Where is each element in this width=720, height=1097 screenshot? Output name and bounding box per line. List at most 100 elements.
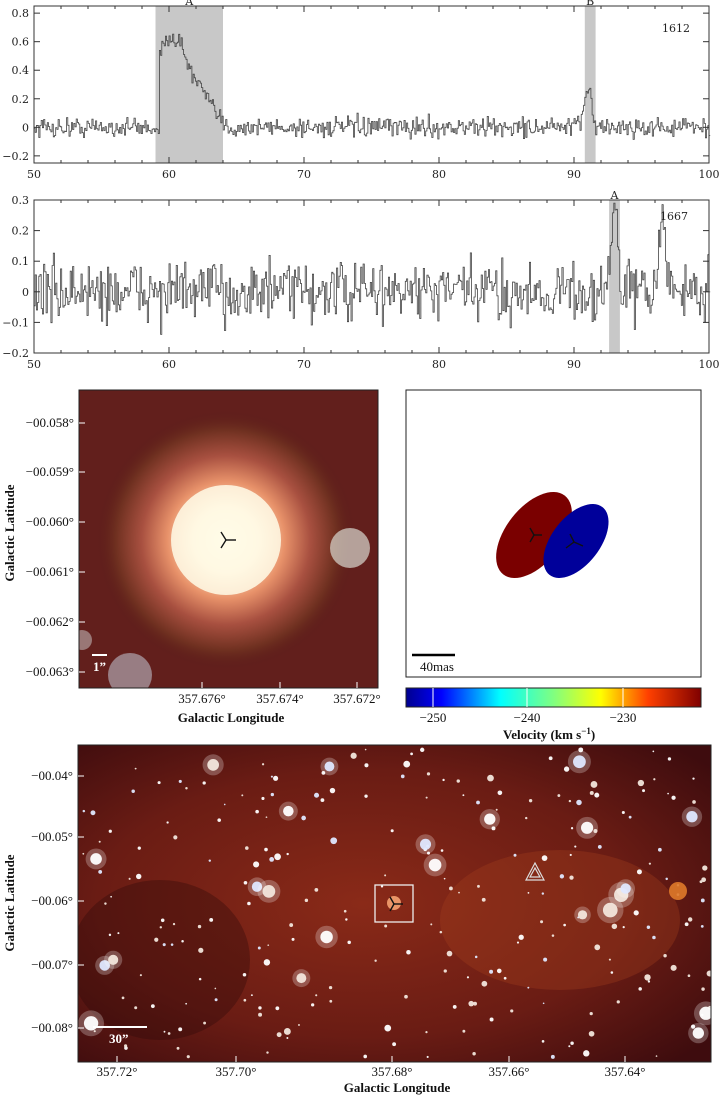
star	[573, 755, 586, 769]
zoom-y-ticks: −00.058° −00.059° −00.060° −00.061° −00.062°…	[26, 415, 85, 679]
red-spot-marker	[529, 527, 542, 543]
x-tick-label: 90	[567, 358, 581, 371]
region-label: B	[586, 0, 594, 8]
star	[214, 987, 217, 990]
star	[692, 777, 695, 780]
star	[568, 799, 572, 803]
star	[267, 944, 270, 946]
star	[495, 808, 498, 811]
star	[541, 855, 548, 861]
y-tick-label: 0.6	[12, 36, 30, 49]
star	[264, 847, 268, 852]
star	[628, 815, 632, 819]
star	[440, 849, 444, 852]
star	[570, 1041, 574, 1045]
star	[527, 891, 530, 894]
velocity-colorbar	[405, 687, 702, 708]
star	[647, 980, 651, 983]
star	[568, 1045, 571, 1048]
triangle-marker	[525, 861, 545, 881]
star	[273, 775, 279, 781]
star	[329, 787, 336, 794]
star	[525, 816, 528, 820]
star	[557, 794, 561, 798]
x-tick-label: 60	[162, 168, 176, 181]
star	[701, 1013, 704, 1017]
spectrum-1612-label: 1612	[662, 22, 690, 35]
x-tick-label: 357.70°	[216, 1064, 257, 1079]
star	[313, 792, 320, 798]
star	[257, 946, 261, 950]
star	[701, 987, 705, 991]
star	[283, 805, 294, 817]
colorbar-tick-label: −240	[514, 710, 541, 725]
star	[380, 885, 384, 888]
star	[298, 1024, 300, 1026]
star	[98, 840, 101, 843]
star	[468, 1000, 474, 1007]
star	[590, 781, 598, 788]
star	[667, 757, 672, 761]
star	[425, 1031, 428, 1034]
star	[690, 1024, 696, 1029]
star	[543, 957, 548, 962]
star	[608, 958, 611, 961]
star	[345, 918, 348, 921]
star	[667, 792, 669, 795]
colorbar-ticks: −250 −240 −230	[420, 688, 636, 725]
spectrum-1667-ticks: 50 60 70 80 90 100 −0.2 −0.1 0 0.1 0.2 0.3	[2, 194, 719, 371]
star	[276, 1032, 282, 1038]
star	[462, 794, 465, 797]
star	[644, 974, 651, 981]
star	[657, 847, 662, 852]
star	[578, 747, 584, 753]
star	[648, 862, 651, 865]
star	[637, 779, 645, 787]
star	[283, 1028, 291, 1035]
star	[163, 1030, 166, 1033]
star	[247, 901, 251, 906]
x-tick-label: 50	[27, 168, 41, 181]
x-tick-label: 100	[699, 358, 720, 371]
star	[570, 827, 574, 830]
star	[315, 994, 318, 997]
star	[611, 923, 618, 930]
target-box	[374, 884, 414, 923]
star	[157, 781, 161, 785]
star	[136, 873, 142, 880]
star	[137, 846, 141, 850]
star	[684, 922, 689, 927]
star	[274, 853, 281, 861]
star	[117, 932, 120, 935]
star	[197, 924, 202, 929]
star	[551, 934, 555, 937]
star	[128, 877, 131, 880]
zoom-neighbor-star	[330, 528, 370, 568]
star	[466, 976, 470, 979]
zoom-xlabel: Galactic Longitude	[178, 710, 285, 725]
colorbar-label-close: )	[591, 727, 595, 742]
y-tick-label: −00.063°	[26, 664, 74, 679]
star	[527, 986, 530, 989]
star	[653, 778, 656, 781]
star	[559, 874, 565, 879]
y-tick-label: −00.06°	[31, 893, 73, 908]
y-tick-label: 0.1	[12, 255, 30, 268]
star	[185, 786, 188, 790]
y-tick-label: −00.061°	[26, 564, 74, 579]
star	[706, 970, 711, 977]
star	[304, 898, 309, 903]
x-tick-label: 50	[27, 358, 41, 371]
star	[541, 1040, 545, 1043]
star	[419, 838, 432, 850]
star	[311, 1003, 315, 1007]
star	[594, 944, 601, 951]
x-tick-label: 100	[699, 168, 720, 181]
blueshifted-ellipse	[543, 504, 609, 578]
star	[384, 1024, 392, 1032]
y-tick-label: −00.059°	[26, 464, 74, 479]
star	[108, 954, 119, 965]
star	[636, 869, 642, 875]
colorbar-label: Velocity (km s−1)	[503, 726, 595, 742]
star	[270, 792, 274, 797]
